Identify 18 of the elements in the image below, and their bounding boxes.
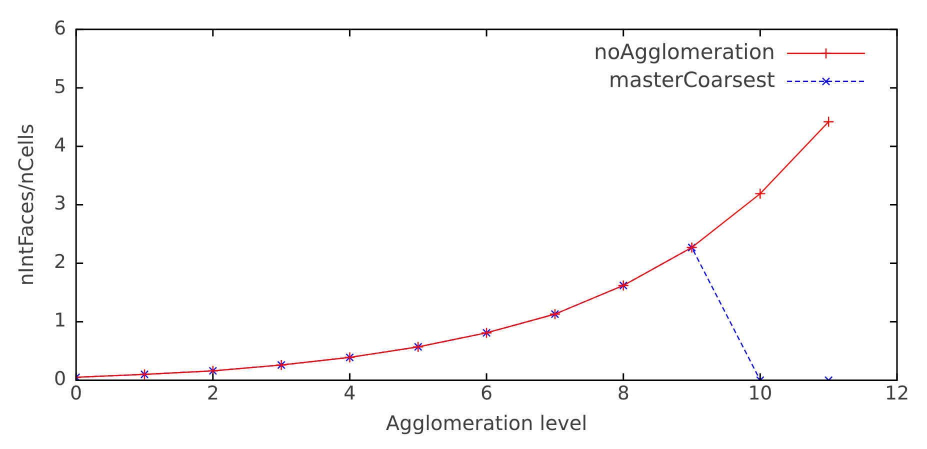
- legend-label: noAgglomeration: [594, 40, 775, 64]
- x-tick-label: 2: [206, 382, 219, 405]
- x-axis-title: Agglomeration level: [386, 411, 588, 436]
- y-tick-label: 2: [54, 251, 66, 274]
- x-tick-label: 10: [748, 382, 772, 405]
- y-tick-label: 5: [54, 76, 66, 98]
- y-axis-title: nIntFaces/nCells: [14, 124, 38, 286]
- x-tick-label: 0: [70, 382, 82, 405]
- y-tick-label: 1: [54, 310, 66, 332]
- x-tick-label: 8: [617, 382, 630, 405]
- y-tick-label: 6: [54, 17, 66, 40]
- y-tick-label: 0: [54, 368, 66, 390]
- y-tick-label: 4: [54, 134, 66, 156]
- x-tick-label: 6: [480, 382, 493, 405]
- x-tick-label: 12: [884, 382, 910, 405]
- y-tick-label: 3: [54, 192, 66, 215]
- x-tick-label: 4: [344, 382, 356, 405]
- legend-label: masterCoarsest: [608, 68, 775, 92]
